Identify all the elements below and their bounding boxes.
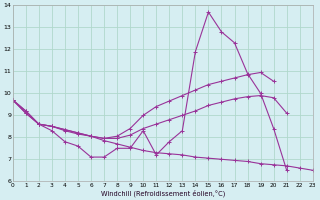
X-axis label: Windchill (Refroidissement éolien,°C): Windchill (Refroidissement éolien,°C)	[100, 189, 225, 197]
